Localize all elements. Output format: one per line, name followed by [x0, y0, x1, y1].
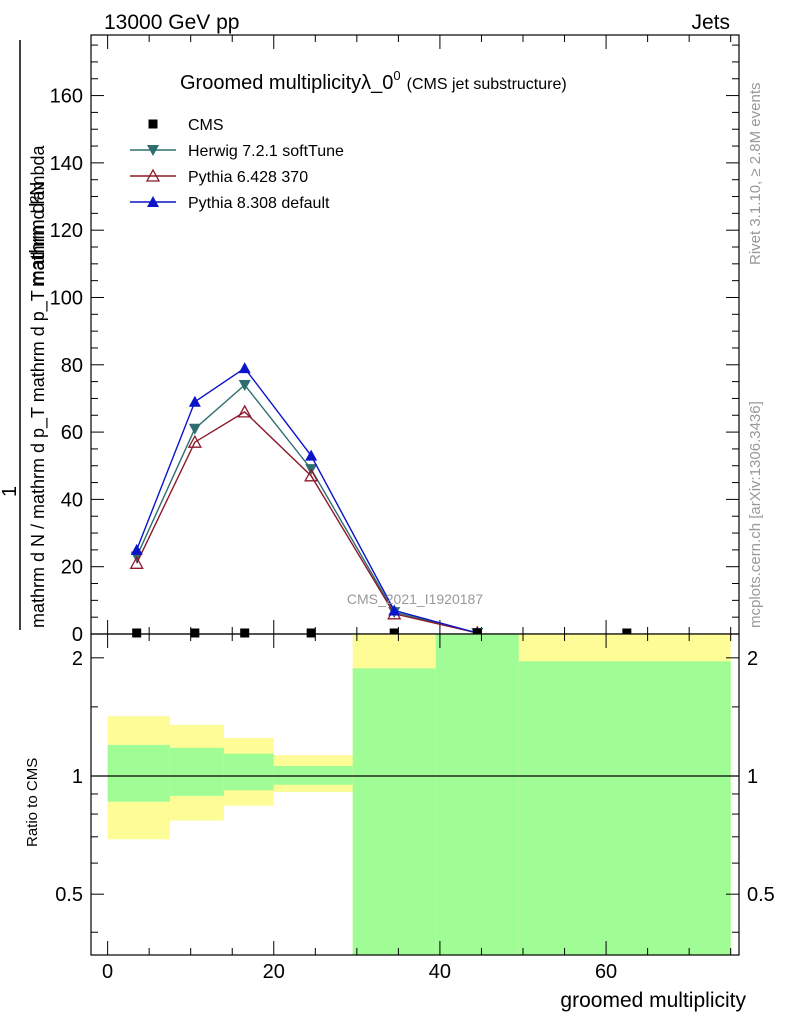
main-y-tick-label: 20	[61, 557, 83, 579]
ratio-band-green	[352, 668, 436, 955]
legend-marker-pythia-6-428-370	[145, 168, 161, 182]
ratio-x-tick-label: 20	[263, 961, 285, 983]
legend-marker-herwig-7-2-1-softtune	[147, 145, 159, 156]
ratio-y-tick-label-right: 0.5	[747, 884, 775, 906]
ratio-axis-ticks	[91, 634, 739, 955]
ratio-x-tick-label: 40	[429, 961, 451, 983]
legend-label-pythia-8-308-default: Pythia 8.308 default	[188, 195, 330, 212]
legend: CMS Herwig 7.2.1 softTune Pythia 6.428 370…	[130, 117, 344, 212]
ratio-y-label: Ratio to CMS	[24, 758, 41, 847]
mcplots-label: mcplots.cern.ch [arXiv:1306.3436]	[747, 401, 764, 628]
ratio-x-tick-label: 60	[595, 961, 617, 983]
ratio-y-tick-label-left: 0.5	[55, 884, 83, 906]
main-y-tick-label: 40	[61, 489, 83, 511]
y-label-numerator: mathrm d²N	[27, 181, 49, 287]
series-line-pythia-6-428-370	[136, 411, 478, 634]
legend-label-pythia-6-428-370: Pythia 6.428 370	[188, 169, 308, 186]
data-point-pythia-8-308-default	[305, 449, 318, 461]
rivet-label: Rivet 3.1.10, ≥ 2.8M events	[747, 83, 764, 266]
y-label-denominator: mathrm d N / mathrm d p_T mathrm d p_T m…	[28, 145, 49, 628]
data-point-herwig-7-2-1-softtune	[188, 423, 201, 435]
main-y-tick-label: 60	[61, 422, 83, 444]
ratio-frame	[90, 633, 740, 956]
ratio-band-green	[223, 753, 274, 791]
ratio-y-tick-label-right: 2	[747, 648, 758, 670]
data-point-pythia-8-308-default	[238, 362, 251, 374]
data-point-pythia-6-428-370	[304, 468, 319, 482]
ratio-band-green	[518, 661, 731, 955]
ratio-y-tick-label-left: 2	[72, 648, 83, 670]
data-point-pythia-8-308-default	[388, 604, 401, 616]
watermark: CMS_2021_I1920187	[347, 591, 483, 607]
x-axis-label: groomed multiplicity	[560, 989, 746, 1012]
main-y-tick-labels: 20 40 60 80 100 120 140 160 0	[50, 86, 83, 646]
process-label: Jets	[691, 11, 730, 34]
main-y-tick-label-zero: 0	[72, 624, 83, 646]
data-point-pythia-6-428-370	[129, 555, 144, 569]
series-line-pythia-8-308-default	[136, 367, 478, 634]
cms-data-point	[622, 628, 632, 638]
ratio-panel: 0.5 0.51 12 20 20 40 60 Ratio to CMS groomed m…	[24, 633, 775, 1012]
main-y-tick-label: 120	[50, 220, 83, 242]
ratio-band-green	[107, 744, 170, 802]
legend-marker-pythia-8-308-default	[147, 196, 159, 207]
legend-label-cms: CMS	[188, 117, 224, 134]
energy-label: 13000 GeV pp	[104, 11, 239, 34]
main-panel: 20 40 60 80 100 120 140 160 0 Groomed multiplici…	[0, 34, 740, 646]
main-series-group	[129, 362, 632, 639]
main-y-tick-label: 80	[61, 355, 83, 377]
main-title-superscript: 0	[393, 68, 400, 83]
ratio-x-tick-label: 0	[102, 961, 113, 983]
ratio-bands	[107, 634, 731, 955]
ratio-y-tick-label-left: 1	[72, 766, 83, 788]
main-title: Groomed multiplicityλ_00 (CMS jet substru…	[180, 68, 567, 94]
cms-data-point	[472, 628, 482, 638]
main-title-subtitle: (CMS jet substructure)	[407, 76, 567, 93]
legend-label-herwig-7-2-1-softtune: Herwig 7.2.1 softTune	[188, 143, 344, 160]
data-point-herwig-7-2-1-softtune	[238, 379, 251, 391]
ratio-y-tick-label-right: 1	[747, 766, 758, 788]
cms-data-point	[389, 628, 399, 638]
ratio-band-green	[169, 747, 224, 796]
data-point-pythia-8-308-default	[188, 395, 201, 407]
cms-data-point	[306, 628, 316, 638]
cms-data-point	[132, 628, 142, 638]
ratio-tick-labels: 0.5 0.51 12 20 20 40 60	[55, 648, 775, 983]
cms-data-point	[240, 628, 250, 638]
data-point-pythia-8-308-default	[130, 543, 143, 555]
main-y-tick-label: 160	[50, 86, 83, 108]
legend-marker-cms	[148, 119, 158, 129]
main-y-tick-label: 100	[50, 287, 83, 309]
data-point-pythia-6-428-370	[237, 404, 252, 418]
main-y-tick-label: 140	[50, 153, 83, 175]
ratio-band-green	[435, 634, 519, 955]
y-label-one: 1	[0, 486, 21, 497]
series-line-herwig-7-2-1-softtune	[136, 383, 478, 634]
main-title-text: Groomed multiplicityλ_0	[180, 72, 393, 94]
cms-data-point	[190, 628, 200, 638]
data-point-pythia-6-428-370	[187, 434, 202, 448]
